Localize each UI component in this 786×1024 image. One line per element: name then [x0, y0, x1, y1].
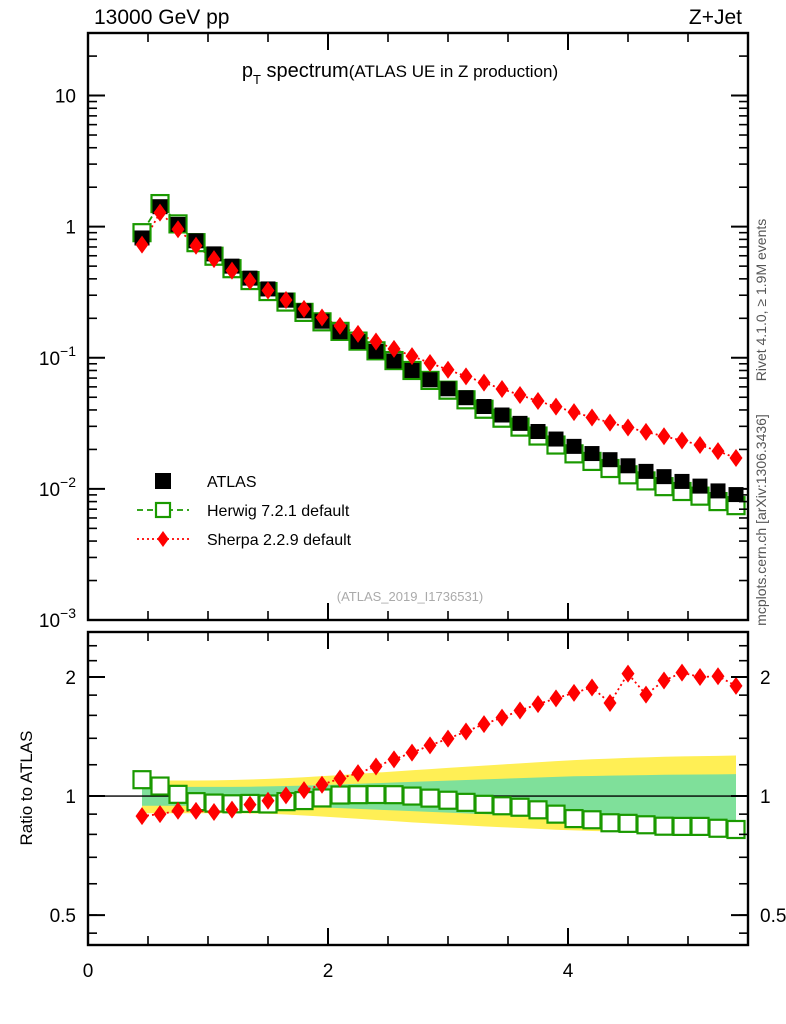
main-y-ticks: [88, 55, 748, 621]
main-plot-title: pT spectrum(ATLAS UE in Z production): [242, 60, 558, 87]
main-y-tick-label: 10−2: [39, 474, 76, 501]
ratio-y-tick-label-right: 1: [760, 787, 771, 808]
legend-item: Herwig 7.2.1 default: [137, 501, 350, 520]
series-atlas-main: [134, 199, 744, 503]
x-tick-label: 0: [83, 961, 94, 982]
ratio-y-tick-label: 1: [65, 787, 76, 808]
ratio-y-axis-label: Ratio to ATLAS: [17, 731, 36, 846]
dataset-watermark: (ATLAS_2019_I1736531): [337, 589, 483, 604]
legend-item: Sherpa 2.2.9 default: [137, 531, 352, 549]
legend-item: ATLAS: [155, 473, 257, 491]
ratio-y-tick-label-right: 0.5: [760, 906, 786, 927]
legend: ATLAS Herwig 7.2.1 default Sherpa 2.2.9 de…: [137, 473, 352, 549]
legend-label: ATLAS: [207, 474, 257, 491]
side-label-mcplots: mcplots.cern.ch [arXiv:1306.3436]: [753, 414, 769, 626]
ratio-y-tick-label: 2: [65, 668, 76, 689]
legend-label: Herwig 7.2.1 default: [207, 503, 350, 520]
x-ticks: [87, 33, 689, 945]
main-y-tick-label: 10: [55, 87, 76, 108]
ratio-y-tick-label-right: 2: [760, 668, 771, 689]
ratio-panel-frame: [86, 630, 750, 947]
header-process: Z+Jet: [689, 6, 742, 29]
main-y-tick-label: 10−1: [39, 343, 76, 370]
x-tick-label: 4: [563, 961, 574, 982]
x-tick-label: 2: [323, 961, 334, 982]
main-y-tick-label: 1: [65, 218, 76, 239]
side-label-rivet: Rivet 4.1.0, ≥ 1.9M events: [753, 219, 769, 382]
main-y-tick-label: 10−3: [39, 605, 76, 632]
ratio-y-tick-label: 0.5: [50, 906, 76, 927]
legend-label: Sherpa 2.2.9 default: [207, 532, 352, 549]
main-panel-frame: [86, 31, 750, 622]
series-sherpa-main: [135, 203, 743, 468]
ratio-sherpa-markers: [135, 663, 743, 826]
ratio-y-ticks: [88, 644, 748, 934]
header-beam-energy: 13000 GeV pp: [94, 6, 229, 29]
